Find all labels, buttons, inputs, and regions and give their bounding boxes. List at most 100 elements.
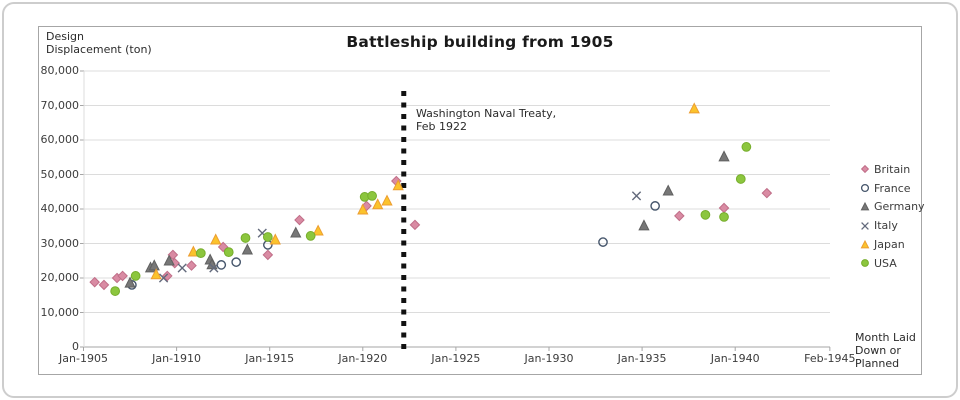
data-point-germany bbox=[290, 226, 302, 238]
x-tick-label: Feb-1945 bbox=[804, 352, 856, 365]
data-point-usa bbox=[741, 142, 752, 152]
legend-marker bbox=[860, 165, 870, 174]
data-point-britain bbox=[361, 200, 372, 212]
legend-item-usa: USA bbox=[858, 254, 925, 273]
y-tick-label: 60,000 bbox=[40, 133, 80, 146]
data-point-britain bbox=[761, 187, 773, 199]
data-point-italy bbox=[158, 273, 169, 283]
data-point-britain bbox=[409, 219, 421, 231]
data-point-britain bbox=[186, 260, 197, 271]
data-point-usa bbox=[719, 212, 729, 222]
data-point-italy bbox=[209, 263, 219, 273]
legend-marker-icon bbox=[860, 165, 870, 174]
data-point-france bbox=[650, 201, 660, 211]
data-point-usa bbox=[367, 191, 377, 201]
x-tick-label: Jan-1935 bbox=[617, 352, 667, 365]
y-tick-label: 40,000 bbox=[40, 202, 80, 215]
data-point-usa bbox=[195, 248, 206, 259]
data-point-britain bbox=[161, 270, 173, 282]
data-point-italy bbox=[631, 191, 642, 201]
legend-marker-icon bbox=[860, 239, 870, 248]
data-point-britain bbox=[718, 202, 730, 214]
legend-marker bbox=[861, 221, 869, 230]
data-point-japan bbox=[269, 233, 281, 245]
data-point-germany bbox=[662, 184, 674, 196]
legend-item-label: USA bbox=[874, 256, 897, 270]
x-tick-label: Jan-1940 bbox=[710, 352, 760, 365]
legend-item-italy: Italy bbox=[858, 216, 925, 235]
legend-item-label: Italy bbox=[874, 219, 898, 233]
y-tick-label: 30,000 bbox=[40, 236, 80, 250]
data-point-japan bbox=[312, 224, 324, 236]
x-tick-label: Jan-1915 bbox=[245, 352, 295, 365]
x-tick-label: Jan-1925 bbox=[431, 352, 481, 365]
data-point-usa bbox=[130, 271, 141, 281]
legend-marker-icon bbox=[860, 201, 870, 211]
legend-item-label: Britain bbox=[874, 162, 911, 176]
treaty-annotation-line1: Washington Naval Treaty, bbox=[416, 107, 557, 120]
y-axis-title: Design Displacement (ton) bbox=[46, 30, 152, 56]
x-axis-title-line2: Down or bbox=[855, 344, 901, 357]
data-point-usa bbox=[223, 247, 234, 257]
data-point-france bbox=[598, 237, 608, 247]
x-axis-title-line3: Planned bbox=[855, 357, 900, 370]
data-point-britain bbox=[262, 249, 274, 261]
data-point-britain bbox=[294, 214, 305, 226]
data-point-france bbox=[231, 257, 242, 267]
data-point-britain bbox=[89, 276, 100, 288]
chart-legend: Britain France Germany Italy Japan USA bbox=[858, 160, 925, 273]
legend-item-britain: Britain bbox=[858, 160, 925, 179]
legend-marker-icon bbox=[861, 221, 869, 230]
data-point-usa bbox=[735, 174, 746, 184]
data-point-germany bbox=[718, 150, 730, 162]
data-point-japan bbox=[381, 194, 393, 206]
data-point-britain bbox=[167, 249, 179, 261]
legend-marker bbox=[860, 201, 870, 211]
legend-item-label: Japan bbox=[874, 238, 905, 252]
data-point-usa bbox=[305, 231, 316, 241]
data-point-usa bbox=[110, 286, 121, 296]
data-point-britain bbox=[674, 210, 685, 222]
data-point-japan bbox=[688, 102, 700, 114]
data-point-france bbox=[262, 240, 273, 250]
data-point-japan bbox=[150, 268, 162, 280]
data-point-usa bbox=[240, 233, 251, 243]
y-axis-title-line1: Design bbox=[46, 30, 84, 43]
legend-item-france: France bbox=[858, 179, 925, 198]
legend-item-germany: Germany bbox=[858, 198, 925, 217]
data-point-usa bbox=[700, 209, 711, 220]
x-tick-label: Jan-1930 bbox=[524, 352, 574, 365]
data-point-germany bbox=[163, 254, 175, 266]
y-axis-title-line2: Displacement (ton) bbox=[46, 43, 152, 56]
legend-item-label: France bbox=[874, 181, 911, 195]
x-axis-title-line1: Month Laid bbox=[855, 331, 916, 344]
data-point-japan bbox=[357, 203, 369, 215]
legend-item-japan: Japan bbox=[858, 235, 925, 254]
data-point-japan bbox=[372, 198, 384, 210]
legend-marker-icon bbox=[861, 259, 869, 268]
y-tick-label: 20,000 bbox=[40, 271, 80, 284]
treaty-annotation: Washington Naval Treaty, Feb 1922 bbox=[416, 107, 556, 133]
data-point-britain bbox=[117, 270, 128, 282]
x-axis-title: Month Laid Down or Planned bbox=[855, 331, 925, 370]
data-point-japan bbox=[210, 233, 222, 245]
data-point-germany bbox=[148, 259, 160, 271]
data-point-japan bbox=[187, 245, 200, 257]
legend-item-label: Germany bbox=[874, 200, 925, 214]
chart-title: Battleship building from 1905 bbox=[346, 33, 614, 51]
legend-marker bbox=[860, 239, 870, 248]
y-tick-label: 50,000 bbox=[40, 167, 80, 181]
y-tick-label: 70,000 bbox=[40, 98, 80, 112]
data-point-japan bbox=[392, 179, 404, 191]
chart-plot-border bbox=[38, 26, 922, 375]
y-tick-label: 10,000 bbox=[40, 305, 80, 319]
legend-marker bbox=[860, 184, 870, 193]
legend-marker-icon bbox=[860, 184, 870, 193]
data-point-britain bbox=[98, 279, 110, 291]
data-point-italy bbox=[177, 263, 187, 273]
data-point-germany bbox=[241, 243, 254, 255]
data-point-france bbox=[216, 260, 227, 270]
x-tick-label: Jan-1905 bbox=[59, 352, 108, 365]
